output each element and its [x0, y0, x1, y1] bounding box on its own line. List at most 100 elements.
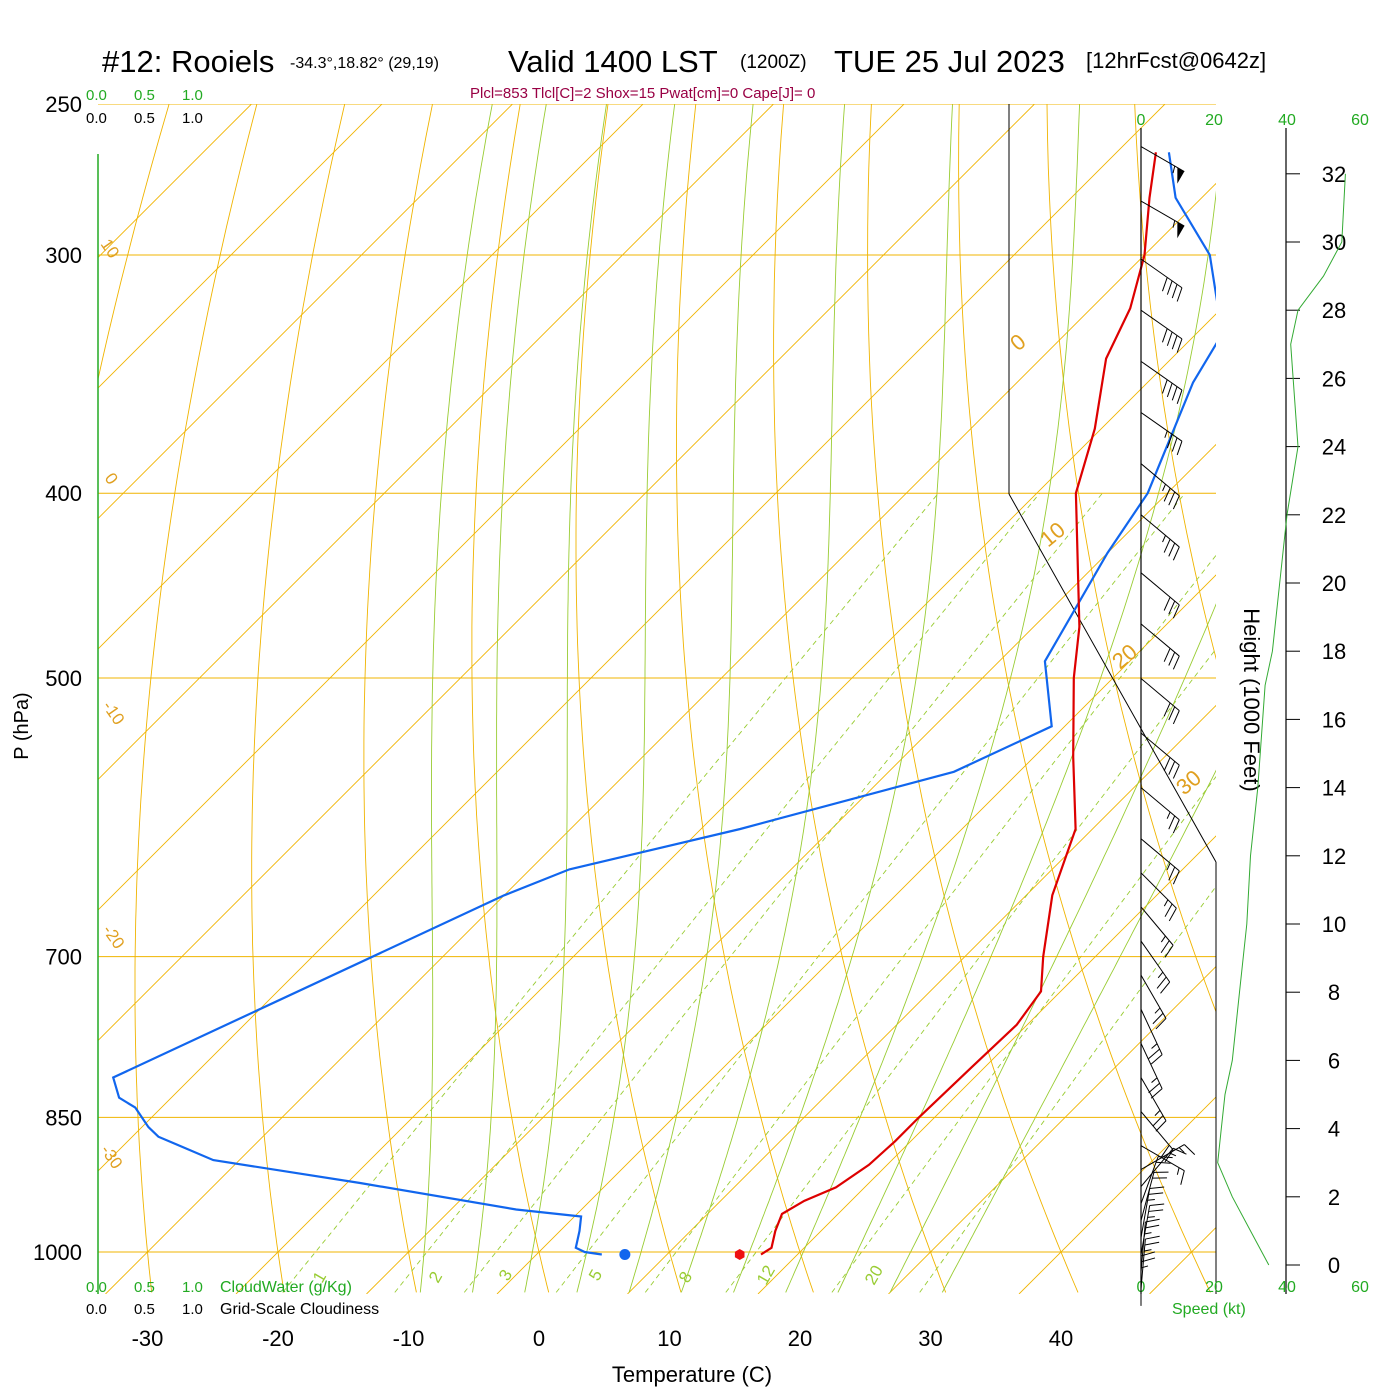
- wind-barb-half-feather: [1147, 1216, 1155, 1218]
- wind-barb-half-feather: [1160, 935, 1166, 943]
- wind-barb: [1140, 572, 1180, 619]
- height-axis-label: Height (1000 Feet): [1239, 608, 1264, 791]
- wind-barb-feather: [1172, 655, 1180, 670]
- moist-adiabat-line: [941, 769, 1216, 1293]
- height-tick-label: 12: [1322, 844, 1346, 869]
- cloudiness-label: Grid-Scale Cloudiness: [220, 1301, 379, 1318]
- wind-barb-feather: [1171, 335, 1178, 350]
- x-tick-label: -20: [262, 1326, 294, 1351]
- height-tick-label: 14: [1322, 776, 1346, 801]
- wind-barb-half-feather: [1172, 165, 1176, 174]
- wind-barb: [1140, 1218, 1160, 1272]
- wind-barb-feather: [1172, 604, 1180, 619]
- wind-barb: [1140, 623, 1180, 670]
- wind-barb: [1140, 872, 1177, 922]
- top-cloudwater-tick: 0.5: [134, 87, 155, 104]
- moist-adiabat-line: [576, 104, 676, 1293]
- wind-barb-half-feather: [1154, 1007, 1161, 1014]
- wind-barb-feather: [1155, 1120, 1167, 1132]
- wind-barb-feather: [1163, 757, 1171, 771]
- dry-adiabat-line: [1134, 104, 1216, 660]
- top-cloudiness-tick: 0.0: [86, 110, 107, 127]
- wind-barb-feather: [1166, 280, 1173, 295]
- height-tick-label: 32: [1322, 162, 1346, 187]
- wind-barb: [1140, 146, 1185, 184]
- speed-tick: 40: [1278, 112, 1296, 129]
- wind-barb-staff: [1140, 1205, 1151, 1255]
- mixing-ratio-labels: 1 2 3 5 8 12 20: [309, 1262, 887, 1288]
- background-lines: [98, 104, 1216, 1294]
- wind-barb-staff: [1140, 678, 1180, 712]
- mixing-ratio-label: 3: [495, 1266, 516, 1284]
- mixing-ratio-label: 20: [861, 1262, 887, 1288]
- plot-frame: [97, 104, 1217, 1294]
- wind-barb-feather: [1164, 944, 1174, 958]
- isotherm-line: [1149, 1226, 1216, 1294]
- wind-barb-feather: [1144, 1241, 1160, 1246]
- wind-barb-feather: [1171, 437, 1178, 452]
- height-tick-label: 28: [1322, 298, 1346, 323]
- wind-barb: [1140, 732, 1180, 779]
- bottom-scale: 0.0 0.5 1.0 CloudWater (g/Kg) 0.0 0.5 1.…: [86, 1279, 379, 1318]
- moist-adiabat-line: [472, 104, 547, 1293]
- speed-tick: 0: [1137, 112, 1146, 129]
- dry-adiabat-line: [676, 104, 814, 1293]
- wind-barb-feather: [1168, 651, 1176, 666]
- wind-barb-staff: [1140, 1147, 1174, 1187]
- dry-adiabat-line: [773, 104, 947, 1293]
- wind-barb-staff: [1140, 1188, 1151, 1238]
- stability-indices: Plcl=853 Tlcl[C]=2 Shox=15 Pwat[cm]=0 Ca…: [470, 85, 815, 102]
- mixing-ratio-label: 2: [425, 1268, 446, 1286]
- height-tick-label: 0: [1328, 1253, 1340, 1278]
- dry-adiabat-label: -20: [99, 921, 129, 952]
- wind-barb-feather: [1163, 702, 1171, 717]
- x-tick-label: 0: [533, 1326, 545, 1351]
- pressure-tick-label: 500: [45, 666, 82, 691]
- wind-barb-feather: [1140, 1257, 1156, 1263]
- wind-barb-feather: [1163, 539, 1171, 553]
- wind-barb-feather: [1166, 434, 1173, 449]
- wind-barb-feather: [1172, 495, 1180, 510]
- dry-adiabat-line: [867, 104, 1079, 1293]
- x-tick-label: 30: [918, 1326, 942, 1351]
- wind-barb-feather: [1145, 1235, 1160, 1240]
- mixing-ratio-lines: [282, 492, 1216, 1293]
- pressure-tick-label: 400: [45, 481, 82, 506]
- mixing-ratio-label: 12: [753, 1262, 779, 1288]
- wind-barb-feather: [1176, 389, 1183, 404]
- mixing-ratio-line: [725, 648, 1216, 1293]
- moist-adiabat-line: [419, 104, 493, 1293]
- wind-barb-feather: [1160, 1144, 1170, 1158]
- top-scale: 0.0 0.5 1.0 0.0 0.5 1.0: [86, 87, 203, 127]
- isotherm-line: [98, 104, 1035, 1042]
- moist-adiabat-line: [837, 190, 1216, 1293]
- wind-barb: [1140, 1251, 1156, 1306]
- wind-barb-staff: [1140, 514, 1180, 548]
- isobars: [98, 104, 1216, 1253]
- wind-barb-feather: [1168, 491, 1176, 506]
- wind-barb-staff: [1140, 1156, 1159, 1204]
- wind-barb-flag: [1177, 167, 1185, 184]
- speed-ticks-bottom: 0 20 40 60: [1137, 1279, 1369, 1296]
- isotherm-line: [98, 104, 644, 650]
- isotherm-line: [105, 182, 1216, 1294]
- wind-barb-staff: [1140, 974, 1167, 1019]
- dry-adiabat-line: [575, 104, 682, 1293]
- wind-barb-feather: [1172, 819, 1180, 834]
- wind-barb-feather: [1148, 1192, 1164, 1195]
- speed-tick: 40: [1278, 1279, 1296, 1296]
- wind-barb: [1140, 1147, 1187, 1187]
- speed-label: Speed (kt): [1172, 1301, 1246, 1318]
- moist-adiabat-line: [785, 104, 1081, 1293]
- cloud-water-label: CloudWater (g/Kg): [220, 1279, 352, 1296]
- wind-barb-feather: [1148, 1048, 1160, 1060]
- height-tick-label: 16: [1322, 707, 1346, 732]
- wind-barb-feather: [1168, 815, 1176, 830]
- moist-adiabat-line: [628, 104, 754, 1293]
- wind-barb-feather: [1168, 907, 1177, 922]
- wind-barb-half-feather: [1154, 1110, 1161, 1116]
- station-coords: -34.3°,18.82° (29,19): [290, 55, 439, 72]
- wind-barb-staff: [1140, 463, 1180, 497]
